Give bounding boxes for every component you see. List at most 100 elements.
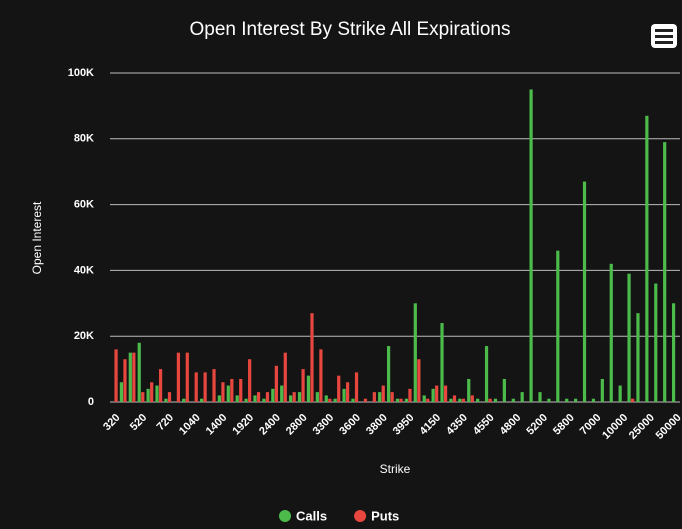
bar bbox=[449, 398, 453, 402]
bar bbox=[488, 398, 492, 402]
legend-item[interactable]: Puts bbox=[354, 508, 399, 523]
bar bbox=[194, 372, 198, 402]
bar bbox=[239, 378, 243, 402]
bar bbox=[306, 375, 311, 402]
bar bbox=[342, 388, 346, 402]
legend-item[interactable]: Calls bbox=[279, 508, 327, 523]
bar bbox=[199, 398, 204, 402]
menu-line bbox=[655, 29, 673, 32]
chart-title: Open Interest By Strike All Expirations bbox=[189, 19, 510, 40]
bar bbox=[386, 346, 391, 402]
bar bbox=[461, 398, 466, 402]
bar bbox=[167, 392, 172, 402]
bar bbox=[119, 382, 124, 402]
bar bbox=[645, 115, 649, 403]
bar bbox=[271, 388, 275, 402]
x-axis-title: Strike bbox=[380, 462, 411, 476]
bar bbox=[319, 349, 323, 402]
bar bbox=[182, 398, 186, 402]
bar bbox=[476, 398, 480, 402]
bar bbox=[274, 365, 278, 402]
menu-button[interactable] bbox=[651, 24, 677, 48]
y-tick-label: 80K bbox=[74, 133, 94, 145]
bar bbox=[221, 382, 225, 402]
bar bbox=[164, 398, 168, 402]
bar bbox=[422, 395, 426, 402]
bar bbox=[417, 359, 421, 402]
bar bbox=[244, 398, 248, 402]
bar bbox=[663, 142, 667, 402]
bar bbox=[395, 398, 400, 402]
bar bbox=[114, 349, 118, 402]
bar bbox=[265, 392, 270, 402]
bar bbox=[262, 398, 266, 402]
bar bbox=[435, 385, 439, 402]
bar bbox=[185, 352, 189, 402]
bar bbox=[280, 385, 284, 402]
y-tick-label: 20K bbox=[74, 330, 94, 342]
bar bbox=[372, 392, 376, 402]
bar bbox=[333, 398, 337, 402]
bar bbox=[351, 398, 355, 402]
bar bbox=[458, 398, 462, 402]
bar bbox=[155, 385, 159, 402]
bar bbox=[467, 378, 471, 402]
bar bbox=[354, 372, 359, 402]
bar bbox=[324, 395, 328, 402]
bar bbox=[217, 395, 221, 402]
bar bbox=[470, 395, 474, 402]
legend-marker bbox=[279, 510, 291, 522]
bar bbox=[378, 392, 382, 402]
bar bbox=[226, 385, 230, 402]
bar bbox=[631, 398, 635, 402]
bar bbox=[404, 398, 409, 402]
bar bbox=[256, 392, 261, 402]
bar bbox=[337, 375, 341, 402]
bar bbox=[627, 273, 631, 402]
bar bbox=[328, 398, 332, 402]
bar bbox=[636, 313, 640, 402]
bar bbox=[390, 392, 394, 402]
bar bbox=[502, 378, 506, 402]
bar bbox=[591, 398, 596, 402]
bar bbox=[574, 398, 578, 402]
legend-marker bbox=[354, 510, 367, 522]
bar bbox=[413, 303, 417, 402]
bar bbox=[310, 313, 314, 402]
bar bbox=[381, 385, 385, 402]
bar bbox=[230, 378, 234, 402]
bar bbox=[128, 352, 132, 402]
bar bbox=[248, 359, 252, 402]
bar bbox=[440, 323, 444, 402]
bar bbox=[150, 382, 154, 402]
y-tick-label: 60K bbox=[74, 199, 94, 211]
bar bbox=[253, 395, 257, 402]
bar bbox=[484, 346, 489, 402]
bar bbox=[600, 378, 604, 402]
bar bbox=[671, 303, 676, 402]
legend-label: Calls bbox=[296, 508, 327, 523]
bar bbox=[582, 181, 587, 402]
bar bbox=[452, 395, 457, 402]
bar bbox=[301, 369, 305, 402]
bar bbox=[431, 388, 435, 402]
bar bbox=[141, 392, 145, 402]
bar bbox=[363, 398, 368, 402]
bar bbox=[235, 395, 239, 402]
bar bbox=[146, 388, 150, 402]
bar bbox=[203, 372, 207, 402]
bar bbox=[654, 283, 658, 402]
bar bbox=[292, 392, 296, 402]
y-axis-title: Open Interest bbox=[30, 201, 44, 274]
bar bbox=[283, 352, 287, 402]
bar bbox=[132, 352, 136, 402]
bar bbox=[493, 398, 498, 402]
bar bbox=[426, 398, 430, 402]
bar bbox=[565, 398, 569, 402]
bar bbox=[176, 352, 181, 402]
y-tick-label: 0 bbox=[88, 396, 94, 408]
legend-label: Puts bbox=[371, 508, 399, 523]
bar bbox=[538, 392, 542, 402]
bar bbox=[529, 89, 533, 402]
